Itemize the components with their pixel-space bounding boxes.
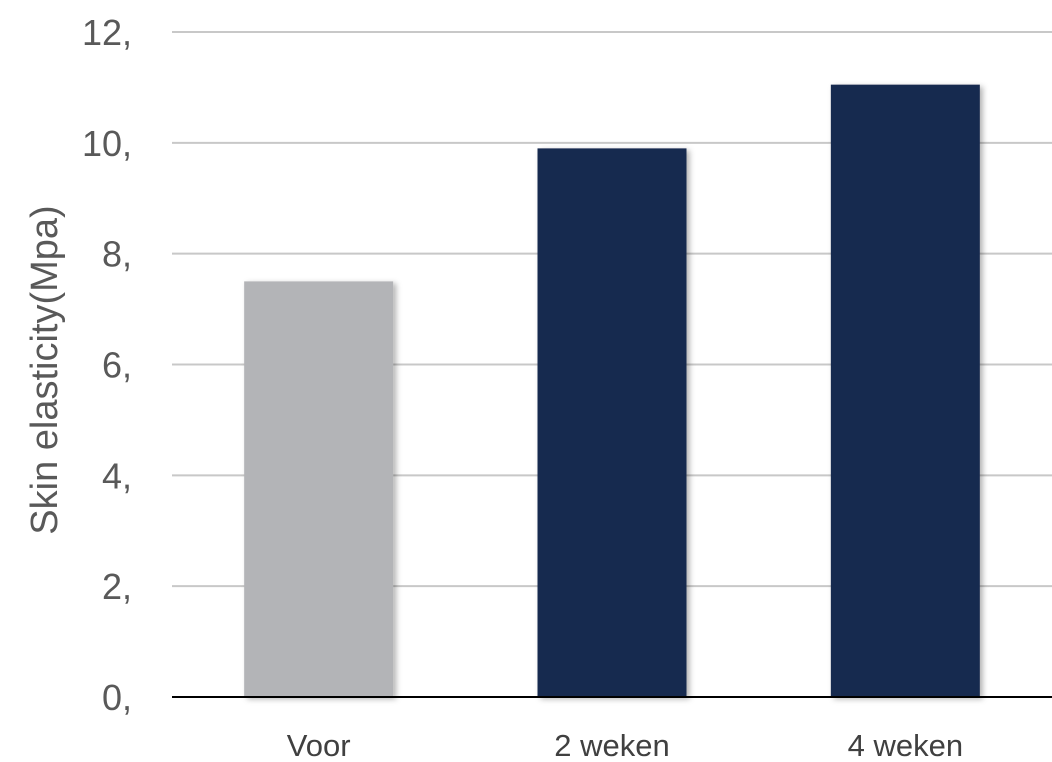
y-tick-label: 10,	[82, 123, 132, 164]
bar-4-weken	[830, 84, 980, 698]
x-category-label: 4 weken	[848, 728, 963, 762]
y-tick-label: 2,	[102, 566, 132, 607]
x-category-label: Voor	[287, 728, 351, 762]
y-tick-label: 0,	[102, 677, 132, 718]
y-axis-title: Skin elasticity(Mpa)	[24, 205, 66, 534]
y-tick-labels: 0, 2, 4, 6, 8, 10, 12,	[82, 12, 132, 718]
bars	[244, 84, 980, 698]
y-tick-label: 12,	[82, 12, 132, 53]
x-category-label: 2 weken	[554, 728, 669, 762]
y-tick-label: 4,	[102, 455, 132, 496]
x-category-labels: Voor 2 weken 4 weken	[287, 728, 963, 762]
bar-2-weken	[537, 148, 687, 697]
y-tick-label: 8,	[102, 234, 132, 275]
y-tick-label: 6,	[102, 345, 132, 386]
bar-voor	[244, 281, 394, 697]
